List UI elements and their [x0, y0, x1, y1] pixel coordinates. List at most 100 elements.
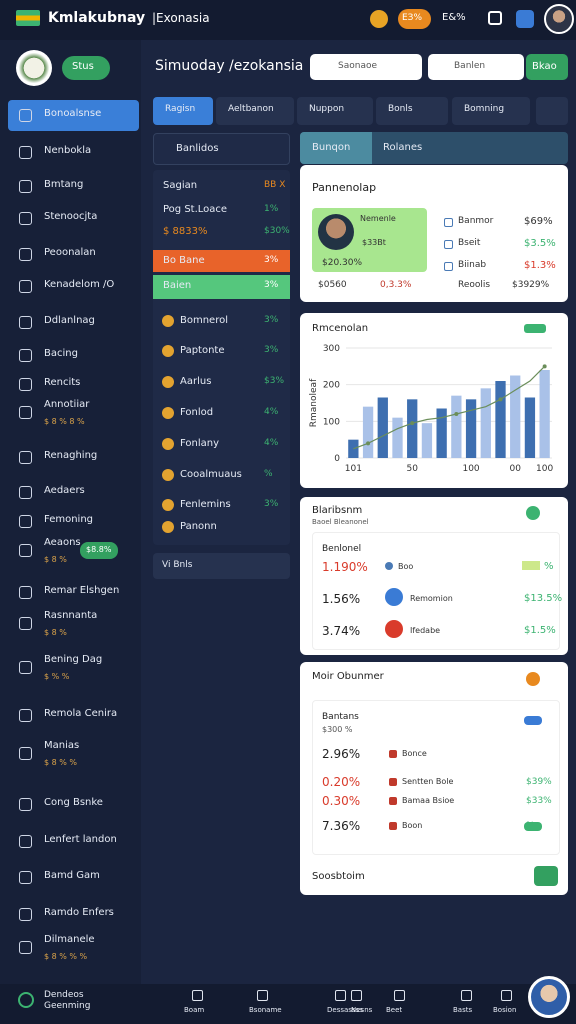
- bar: [524, 397, 536, 458]
- panel-title: Banlidos: [176, 143, 219, 154]
- nav-icon: [19, 908, 32, 921]
- x-tick-label: 100: [536, 464, 553, 474]
- nav-icon: [19, 248, 32, 261]
- nav-icon[interactable]: [192, 990, 203, 1001]
- tab[interactable]: [216, 97, 294, 125]
- search[interactable]: [310, 54, 422, 80]
- nav-icon: [19, 451, 32, 464]
- nav-label[interactable]: Remola Cenira: [44, 708, 118, 719]
- nav-icon: [19, 180, 32, 193]
- nav-label[interactable]: Ddlanlnag: [44, 315, 95, 326]
- nav-label[interactable]: Lenfert landon: [44, 834, 117, 845]
- line-point: [498, 397, 503, 402]
- nav-label[interactable]: Nenbokla: [44, 145, 92, 156]
- tab-label[interactable]: Ragisn: [165, 104, 196, 114]
- nav-label[interactable]: Basts: [453, 1006, 473, 1014]
- nav-label[interactable]: Boam: [184, 1006, 205, 1014]
- button[interactable]: [536, 97, 568, 125]
- nav-label[interactable]: Bonoalsnse: [44, 108, 102, 119]
- row-value: 1%: [264, 204, 279, 214]
- y-axis-label: Rmanoleaf: [309, 378, 319, 427]
- nav-label[interactable]: Rencits: [44, 377, 81, 388]
- app-subtitle: |Exonasia: [152, 11, 210, 25]
- nav-label[interactable]: Dilmanele: [44, 934, 95, 945]
- nav-label[interactable]: Bamd Gam: [44, 870, 100, 881]
- tab-label[interactable]: Bonls: [388, 104, 413, 114]
- tab-label[interactable]: Bunqon: [312, 142, 351, 153]
- nav-label[interactable]: Kenadelom /O: [44, 279, 115, 290]
- tab[interactable]: [297, 97, 373, 125]
- bar: [436, 408, 447, 458]
- nav-icon[interactable]: [351, 990, 362, 1001]
- tab[interactable]: [153, 97, 213, 125]
- active-item[interactable]: [8, 100, 139, 131]
- row-icon: [385, 562, 393, 570]
- row-pct: 1.56%: [322, 592, 361, 606]
- foot-text: $3929%: [512, 280, 550, 290]
- nav-icon: [19, 515, 32, 528]
- nav-label[interactable]: Remar Elshgen: [44, 585, 120, 596]
- row-label: Bamaa Bsioe: [402, 796, 455, 805]
- button[interactable]: [62, 56, 110, 80]
- tab-label[interactable]: Bomning: [464, 104, 505, 114]
- nav-label[interactable]: Dessassss: [327, 1006, 363, 1014]
- x-tick-label: 101: [345, 464, 362, 474]
- tab-label[interactable]: Aeltbanon: [228, 104, 274, 114]
- nav-label[interactable]: Cong Bsnke: [44, 797, 103, 808]
- nav-label[interactable]: Manias: [44, 740, 80, 751]
- nav-label[interactable]: Rasnnanta: [44, 610, 98, 621]
- nav-label[interactable]: Bsoname: [249, 1006, 282, 1014]
- tab-label[interactable]: Nuppon: [309, 104, 345, 114]
- button-text[interactable]: Stus: [72, 61, 94, 72]
- row-pct: 0.20%: [322, 775, 361, 789]
- row-icon: [389, 750, 397, 758]
- tab[interactable]: [452, 97, 530, 125]
- nav-label[interactable]: Peoonalan: [44, 247, 96, 258]
- icon: [526, 506, 540, 520]
- row-value: $39%: [526, 777, 552, 787]
- nav-label[interactable]: Annotiiar: [44, 399, 90, 410]
- nav-label[interactable]: Aeaons: [44, 537, 81, 548]
- row-value: 3%: [264, 280, 279, 290]
- button-text[interactable]: Bkao: [532, 61, 557, 72]
- nav-label[interactable]: Aedaers: [44, 485, 85, 496]
- nav-label[interactable]: Femoning: [44, 514, 94, 525]
- nav-label[interactable]: Bmtang: [44, 179, 84, 190]
- top-bar: [0, 0, 576, 40]
- y-tick-label: 200: [323, 381, 340, 391]
- nav-icon[interactable]: [257, 990, 268, 1001]
- row-label: Boon: [402, 821, 423, 830]
- search[interactable]: [428, 54, 524, 80]
- icon: [370, 10, 388, 28]
- nav-icon[interactable]: [394, 990, 405, 1001]
- row-value: $69%: [524, 216, 553, 227]
- search-text: Saonaoe: [338, 61, 377, 71]
- button[interactable]: [526, 54, 568, 80]
- button[interactable]: [534, 866, 558, 886]
- x-tick-label: 50: [406, 464, 418, 474]
- nav-label[interactable]: Bosion: [493, 1006, 517, 1014]
- inner-title: Benlonel: [322, 544, 362, 554]
- nav-icon[interactable]: [501, 990, 512, 1001]
- bar: [510, 375, 521, 458]
- nav-label[interactable]: Bening Dag: [44, 654, 103, 665]
- bar: [377, 397, 388, 458]
- tab[interactable]: [376, 97, 448, 125]
- nav-label[interactable]: Beet: [386, 1006, 403, 1014]
- nav-label[interactable]: Ramdo Enfers: [44, 907, 114, 918]
- nav-label[interactable]: Stenoocjta: [44, 211, 98, 222]
- row-label: Panonn: [180, 521, 217, 532]
- nav-icon: [19, 146, 32, 159]
- row-value: $33%: [526, 796, 552, 806]
- nav-icon: [19, 109, 32, 122]
- nav-icon[interactable]: [335, 990, 346, 1001]
- row-label: Banmor: [458, 216, 494, 226]
- foot-text: 0,3.3%: [380, 280, 412, 290]
- nav-icon: [19, 871, 32, 884]
- nav-icon[interactable]: [461, 990, 472, 1001]
- nav-label[interactable]: Renaghing: [44, 450, 98, 461]
- nav-label[interactable]: Nesns: [351, 1006, 373, 1014]
- nav-icon: [19, 835, 32, 848]
- chart-title: Rmcenolan: [312, 323, 369, 334]
- nav-label[interactable]: Bacing: [44, 348, 78, 359]
